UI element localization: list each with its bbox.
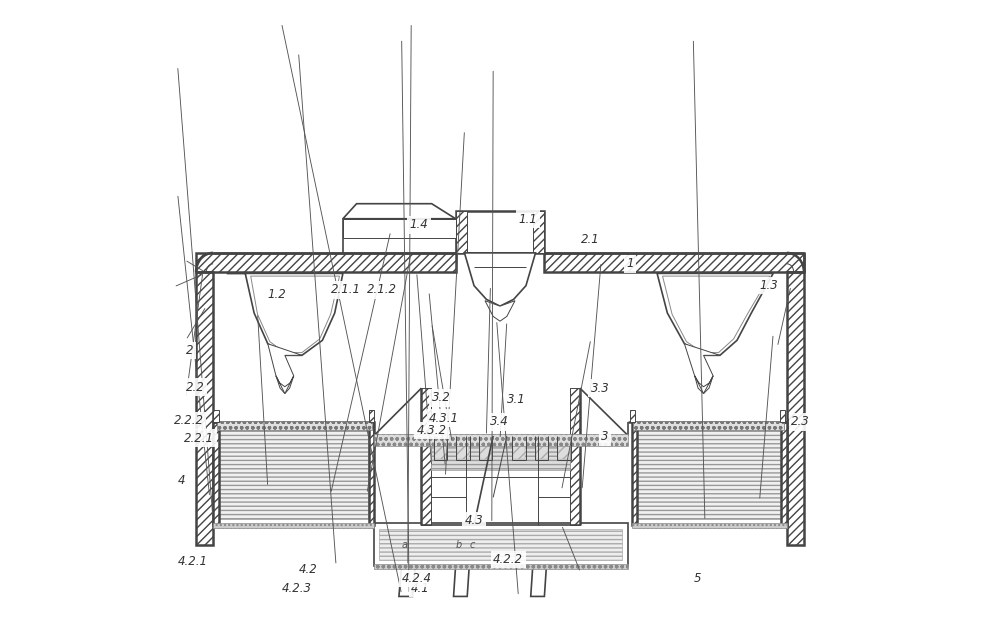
Bar xyxy=(196,253,456,272)
Bar xyxy=(219,428,368,519)
Text: 2.2.1: 2.2.1 xyxy=(184,432,214,445)
Bar xyxy=(213,422,219,525)
Bar xyxy=(421,388,431,525)
Text: 3.2: 3.2 xyxy=(432,392,450,404)
Text: a: a xyxy=(401,540,407,550)
Bar xyxy=(374,523,628,566)
Bar xyxy=(637,428,781,519)
Polygon shape xyxy=(531,566,546,597)
Bar xyxy=(633,421,784,430)
Text: 2.1.2: 2.1.2 xyxy=(367,283,397,296)
Bar xyxy=(630,410,635,422)
Bar xyxy=(558,439,570,459)
Bar xyxy=(781,422,787,525)
Bar xyxy=(456,210,467,253)
Text: 4.1: 4.1 xyxy=(411,582,430,595)
Text: 4.3.1: 4.3.1 xyxy=(429,412,459,425)
Bar xyxy=(536,439,548,459)
Text: 3: 3 xyxy=(601,430,609,443)
Bar xyxy=(196,272,213,545)
Bar xyxy=(343,219,456,238)
Text: 1.2: 1.2 xyxy=(268,288,287,301)
Text: 2.2.2: 2.2.2 xyxy=(174,415,204,427)
Bar xyxy=(343,219,456,253)
Bar xyxy=(787,272,804,545)
Bar xyxy=(780,410,785,422)
Polygon shape xyxy=(227,273,343,355)
Bar xyxy=(632,522,787,528)
Text: 4.2: 4.2 xyxy=(299,564,317,576)
Bar xyxy=(434,439,447,459)
Text: 4.2.1: 4.2.1 xyxy=(178,555,208,568)
Bar xyxy=(379,529,622,560)
Text: 1.1: 1.1 xyxy=(518,212,537,226)
Bar xyxy=(369,422,374,525)
Polygon shape xyxy=(684,344,720,394)
Polygon shape xyxy=(399,566,415,597)
Text: 2.2: 2.2 xyxy=(186,380,205,394)
Bar xyxy=(533,210,544,253)
Bar xyxy=(457,439,469,459)
Text: 2.1.1: 2.1.1 xyxy=(331,283,361,296)
Polygon shape xyxy=(657,273,773,355)
Text: 5: 5 xyxy=(693,572,701,585)
Polygon shape xyxy=(464,253,536,306)
Text: 1.3: 1.3 xyxy=(760,279,778,292)
Text: 4.2.4: 4.2.4 xyxy=(402,572,432,585)
Polygon shape xyxy=(485,301,515,321)
Bar xyxy=(213,410,219,422)
Polygon shape xyxy=(343,204,456,219)
Bar xyxy=(632,422,637,525)
Bar xyxy=(431,436,570,470)
Bar xyxy=(374,564,628,569)
Text: 4.2.2: 4.2.2 xyxy=(493,553,523,566)
Text: 4.3.2: 4.3.2 xyxy=(417,424,447,437)
Text: 3.1: 3.1 xyxy=(507,393,526,406)
Bar xyxy=(217,421,372,430)
Bar xyxy=(213,522,374,528)
Text: 4.2.3: 4.2.3 xyxy=(281,582,311,595)
Bar xyxy=(456,210,544,253)
Bar xyxy=(374,434,628,446)
Polygon shape xyxy=(454,566,469,597)
Bar xyxy=(480,439,492,459)
Text: 3.3: 3.3 xyxy=(591,382,610,394)
Text: 2: 2 xyxy=(186,344,193,357)
Text: c: c xyxy=(470,540,475,550)
Bar xyxy=(513,439,525,459)
Text: 1: 1 xyxy=(626,257,634,270)
Bar xyxy=(544,253,804,272)
Text: 4: 4 xyxy=(178,474,185,487)
Bar xyxy=(369,410,374,422)
Text: 2.1: 2.1 xyxy=(581,233,599,247)
Text: b: b xyxy=(456,540,462,550)
Polygon shape xyxy=(276,376,294,394)
Text: 3.4: 3.4 xyxy=(490,415,509,429)
Polygon shape xyxy=(695,376,713,394)
Text: 1.4: 1.4 xyxy=(410,218,429,231)
Text: 4.3: 4.3 xyxy=(464,514,483,527)
Bar xyxy=(570,388,580,525)
Polygon shape xyxy=(268,344,302,394)
Text: 2.3: 2.3 xyxy=(791,415,810,429)
